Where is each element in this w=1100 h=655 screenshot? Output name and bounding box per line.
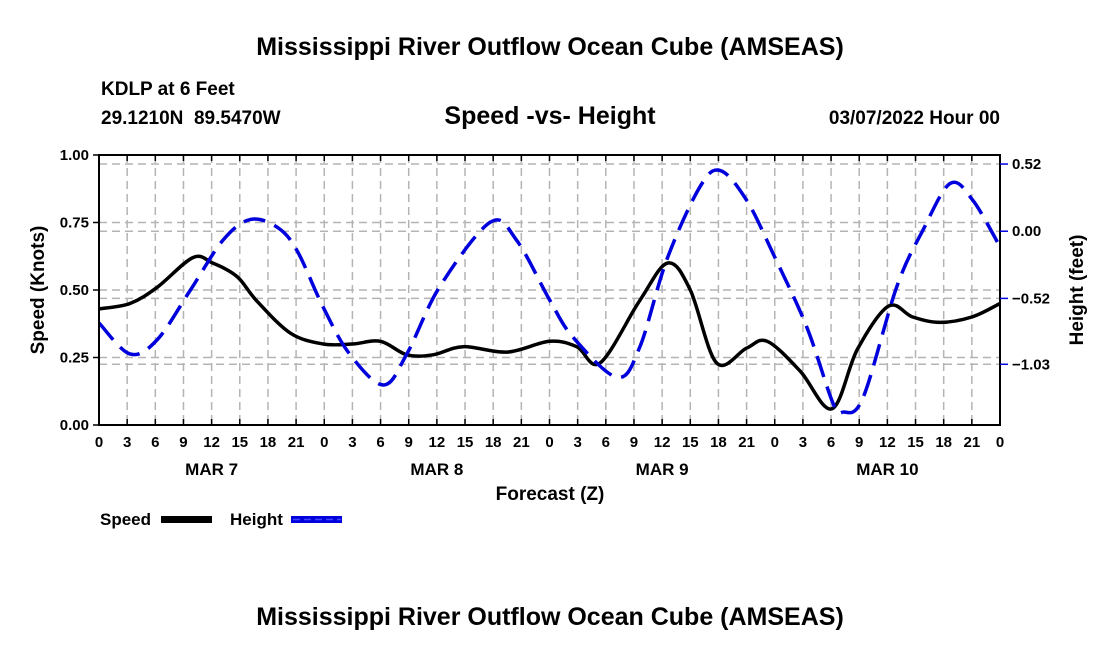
- day-label: MAR 7: [185, 460, 238, 479]
- x-tick-label: 18: [260, 434, 277, 451]
- series-lines: [97, 168, 1002, 416]
- x-tick-label: 21: [288, 434, 305, 451]
- x-tick-label: 18: [710, 434, 727, 451]
- y2-tick-label: 0.52: [1012, 156, 1041, 173]
- x-tick-label: 0: [95, 434, 103, 451]
- x-tick-label: 3: [348, 434, 356, 451]
- day-label: MAR 9: [636, 460, 689, 479]
- legend-speed-swatch: [161, 516, 212, 523]
- x-tick-label: 15: [231, 434, 248, 451]
- y-axis-label: Speed (Knots): [28, 226, 49, 355]
- x-tick-label: 6: [151, 434, 159, 451]
- coords-label: 29.1210N 89.5470W: [101, 108, 281, 129]
- station-label: KDLP at 6 Feet: [101, 79, 235, 100]
- grid: [99, 155, 1000, 425]
- y2-axis-label: Height (feet): [1067, 235, 1088, 346]
- x-tick-label: 21: [513, 434, 530, 451]
- x-tick-label: 21: [738, 434, 755, 451]
- x-tick-label: 18: [485, 434, 502, 451]
- x-tick-label: 12: [879, 434, 896, 451]
- x-tick-label: 6: [376, 434, 384, 451]
- x-tick-label: 3: [123, 434, 131, 451]
- chart-title: Speed -vs- Height: [444, 102, 656, 130]
- x-tick-label: 0: [320, 434, 328, 451]
- x-tick-label: 9: [179, 434, 187, 451]
- x-tick-label: 12: [203, 434, 220, 451]
- date-label: 03/07/2022 Hour 00: [829, 108, 1000, 129]
- y2-tick-label: −1.03: [1012, 356, 1050, 373]
- x-tick-label: 9: [630, 434, 638, 451]
- y-tick-label: 0.25: [60, 350, 89, 367]
- x-axis-label: Forecast (Z): [496, 484, 605, 505]
- y-tick-label: 0.75: [60, 215, 89, 232]
- x-tick-label: 15: [457, 434, 474, 451]
- x-tick-label: 12: [429, 434, 446, 451]
- y-tick-label: 0.00: [60, 417, 89, 434]
- axes: 0 3 6 9 12 15 18 21 0 3 6 9 12 15 18 21 0 3 6 9 12 15 18 21 0 3 6 9…: [60, 147, 1050, 479]
- x-tick-label: 6: [602, 434, 610, 451]
- x-tick-label: 0: [545, 434, 553, 451]
- x-tick-label: 6: [827, 434, 835, 451]
- y2-tick-label: 0.00: [1012, 223, 1041, 240]
- x-tick-label: 3: [573, 434, 581, 451]
- x-tick-label: 3: [799, 434, 807, 451]
- x-tick-label: 12: [654, 434, 671, 451]
- y-tick-label: 0.50: [60, 282, 89, 299]
- y-tick-label: 1.00: [60, 147, 89, 164]
- main-title: Mississippi River Outflow Ocean Cube (AM…: [256, 33, 844, 61]
- legend-speed-label: Speed: [100, 510, 151, 529]
- x-tick-label: 9: [855, 434, 863, 451]
- legend-height-label: Height: [230, 510, 283, 529]
- footer-title: Mississippi River Outflow Ocean Cube (AM…: [256, 603, 844, 631]
- y2-tick-label: −0.52: [1012, 290, 1050, 307]
- day-label: MAR 8: [410, 460, 463, 479]
- series-line-height: [97, 168, 1002, 416]
- legend: Speed Height: [100, 510, 342, 529]
- x-tick-label: 15: [682, 434, 699, 451]
- series-line-speed: [98, 254, 1001, 411]
- x-tick-label: 18: [935, 434, 952, 451]
- day-label: MAR 10: [856, 460, 918, 479]
- x-tick-label: 9: [405, 434, 413, 451]
- x-tick-label: 21: [964, 434, 981, 451]
- x-tick-label: 15: [907, 434, 924, 451]
- x-tick-label: 0: [771, 434, 779, 451]
- x-tick-label: 0: [996, 434, 1004, 451]
